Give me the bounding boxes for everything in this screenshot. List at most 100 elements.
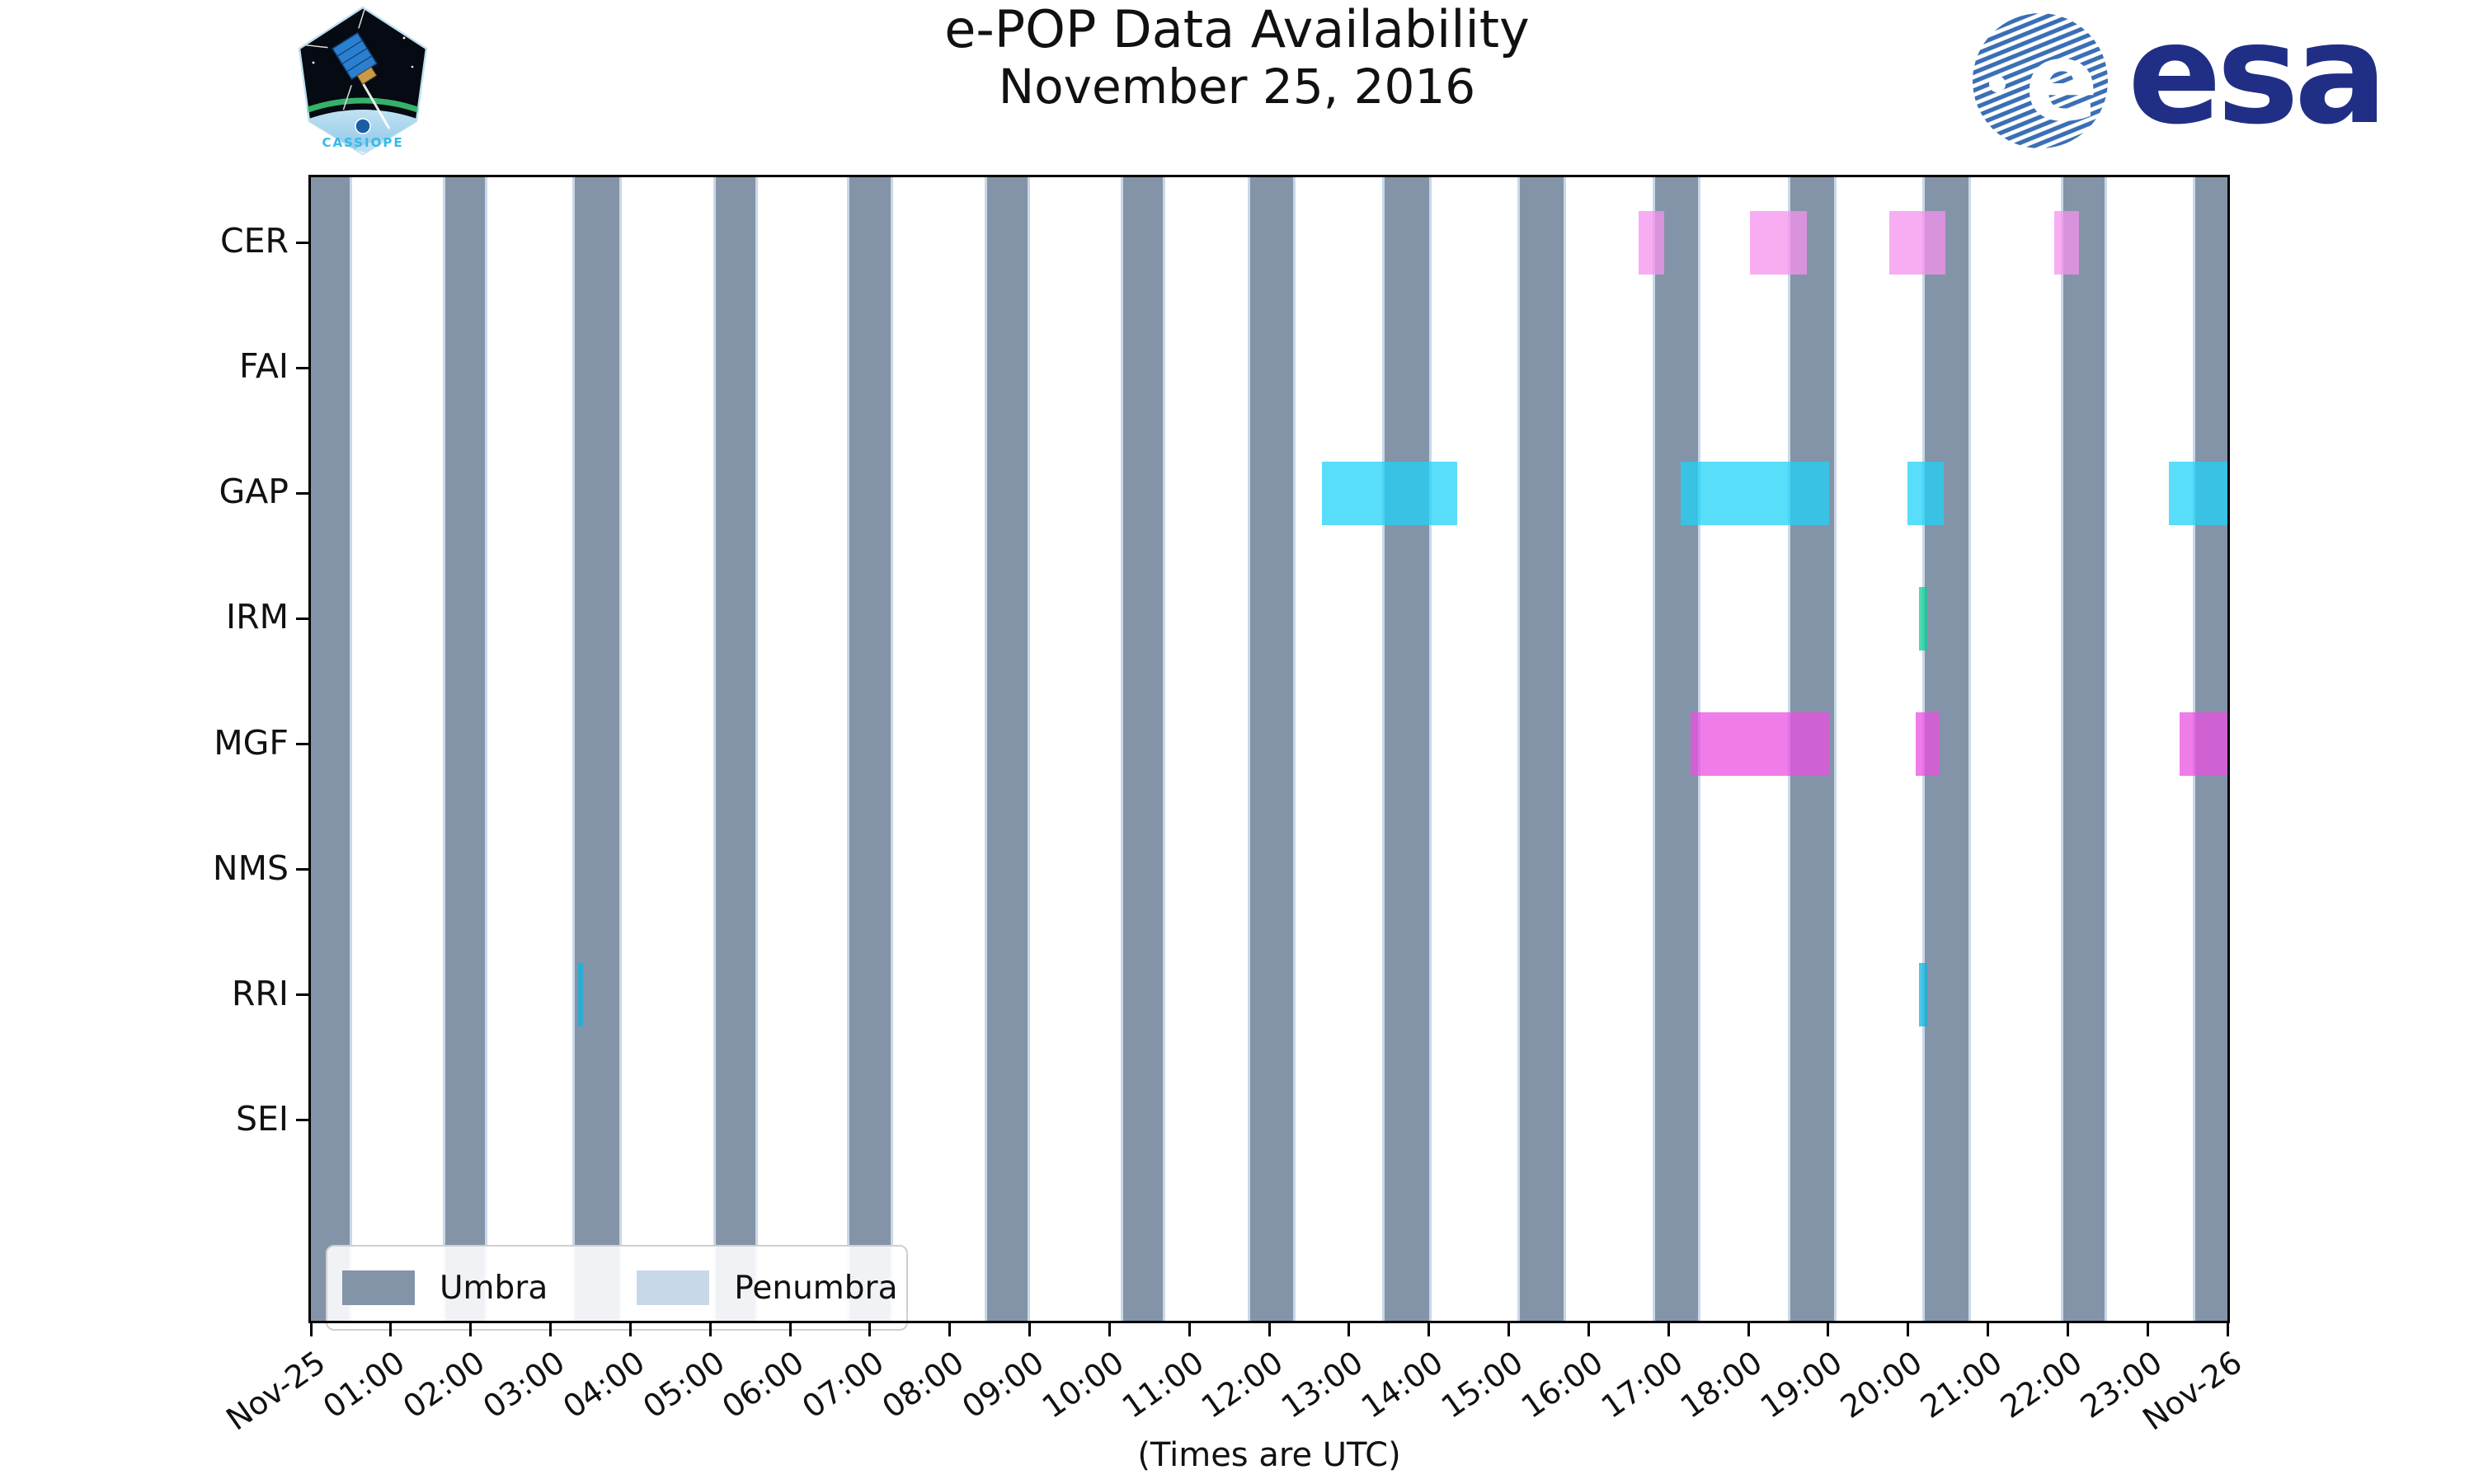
- data-bar-CER: [2053, 210, 2079, 275]
- x-tick: [2066, 1322, 2069, 1336]
- penumbra-strip: [1428, 177, 1432, 1321]
- data-bar-CER: [1889, 210, 1946, 275]
- x-tick-label-text: 21:00: [1913, 1344, 2009, 1425]
- plot-area: [311, 177, 2227, 1321]
- penumbra-strip: [1120, 177, 1123, 1321]
- x-tick-label-text: 16:00: [1514, 1344, 1610, 1425]
- data-bar-GAP: [2169, 461, 2227, 525]
- satellite: [299, 7, 378, 110]
- legend-label-penumbra: Penumbra: [734, 1269, 898, 1307]
- y-tick: [296, 993, 310, 997]
- x-tick: [1348, 1322, 1351, 1336]
- penumbra-strip: [1247, 177, 1250, 1321]
- x-tick-label-text: 11:00: [1115, 1344, 1211, 1425]
- cassiope-mission-patch: CASSIOPE: [289, 5, 437, 157]
- penumbra-strip: [985, 177, 988, 1321]
- penumbra-strip: [891, 177, 893, 1321]
- esa-star: [1989, 76, 2006, 92]
- data-bar-RRI: [578, 963, 584, 1027]
- legend-label-umbra: Umbra: [440, 1269, 548, 1307]
- penumbra-strip: [2104, 177, 2107, 1321]
- x-tick: [1827, 1322, 1830, 1336]
- y-tick: [296, 617, 310, 620]
- x-tick-label-text: 07:00: [796, 1344, 891, 1425]
- x-tick: [628, 1322, 632, 1336]
- x-tick: [1907, 1322, 1910, 1336]
- data-bar-GAP: [1907, 461, 1945, 525]
- umbra-bar: [715, 177, 756, 1321]
- y-tick: [296, 868, 310, 871]
- y-tick: [296, 1119, 310, 1122]
- x-tick: [1188, 1322, 1191, 1336]
- x-tick-label-text: 12:00: [1195, 1344, 1291, 1425]
- esa-logo: e esa: [1969, 5, 2387, 152]
- data-bar-CER: [1639, 210, 1665, 275]
- x-tick-label-text: 09:00: [955, 1344, 1051, 1425]
- penumbra-strip: [755, 177, 759, 1321]
- x-tick-label-text: 19:00: [1754, 1344, 1850, 1425]
- csa-roundel: [355, 118, 371, 134]
- x-tick-label-text: 05:00: [636, 1344, 731, 1425]
- x-tick-label-text: 02:00: [396, 1344, 492, 1425]
- x-tick-label-text: 01:00: [317, 1344, 412, 1425]
- y-tick: [296, 491, 310, 495]
- penumbra-strip: [713, 177, 716, 1321]
- x-tick: [389, 1322, 393, 1336]
- umbra-bar: [311, 177, 350, 1321]
- x-tick: [708, 1322, 712, 1336]
- x-tick: [469, 1322, 473, 1336]
- x-tick-label-text: 06:00: [716, 1344, 811, 1425]
- x-tick-label-text: 22:00: [1993, 1344, 2089, 1425]
- y-tick-label-NMS: NMS: [212, 848, 289, 888]
- umbra-bar: [444, 177, 486, 1321]
- penumbra-strip: [1293, 177, 1296, 1321]
- legend-swatch-penumbra: [637, 1270, 710, 1305]
- umbra-bar: [1122, 177, 1164, 1321]
- penumbra-strip: [1833, 177, 1837, 1321]
- x-tick-label-text: 10:00: [1035, 1344, 1131, 1425]
- data-bar-MGF: [1916, 712, 1940, 777]
- penumbra-strip: [485, 177, 488, 1321]
- umbra-bar: [2063, 177, 2105, 1321]
- beam-line: [358, 77, 391, 129]
- x-tick: [868, 1322, 872, 1336]
- umbra-bar: [574, 177, 619, 1321]
- x-tick: [1667, 1322, 1670, 1336]
- penumbra-strip: [1652, 177, 1655, 1321]
- penumbra-strip: [1027, 177, 1030, 1321]
- data-bar-MGF: [2179, 712, 2227, 777]
- penumbra-strip: [2061, 177, 2064, 1321]
- penumbra-strip: [846, 177, 849, 1321]
- data-bar-MGF: [1691, 712, 1829, 777]
- esa-emblem: e: [1973, 13, 2108, 148]
- cassiope-label: CASSIOPE: [322, 135, 403, 150]
- penumbra-strip: [1968, 177, 1972, 1321]
- data-bar-GAP: [1321, 461, 1457, 525]
- penumbra-strip: [442, 177, 445, 1321]
- y-tick: [296, 366, 310, 369]
- esa-emblem-e: e: [2025, 19, 2099, 146]
- x-tick: [1028, 1322, 1031, 1336]
- penumbra-strip: [1517, 177, 1521, 1321]
- y-tick: [296, 743, 310, 746]
- x-tick-label-text: 03:00: [476, 1344, 571, 1425]
- y-tick-label-GAP: GAP: [219, 472, 289, 512]
- data-bar-RRI: [1919, 963, 1927, 1027]
- umbra-bar: [987, 177, 1028, 1321]
- y-tick-label-SEI: SEI: [235, 1098, 289, 1139]
- x-tick-label-text: 15:00: [1434, 1344, 1530, 1425]
- x-tick: [1987, 1322, 1989, 1336]
- x-tick-label-text: 17:00: [1594, 1344, 1690, 1425]
- y-tick-label-FAI: FAI: [239, 346, 289, 387]
- x-tick-label-text: 14:00: [1354, 1344, 1450, 1425]
- x-tick: [788, 1322, 792, 1336]
- data-bar-CER: [1749, 210, 1807, 275]
- aurora-arc: [299, 97, 426, 154]
- x-tick-label-text: 20:00: [1833, 1344, 1929, 1425]
- x-tick: [1268, 1322, 1271, 1336]
- x-tick: [1747, 1322, 1750, 1336]
- x-tick: [1507, 1322, 1510, 1336]
- x-axis-caption: (Times are UTC): [1137, 1436, 1401, 1474]
- y-tick: [296, 241, 310, 244]
